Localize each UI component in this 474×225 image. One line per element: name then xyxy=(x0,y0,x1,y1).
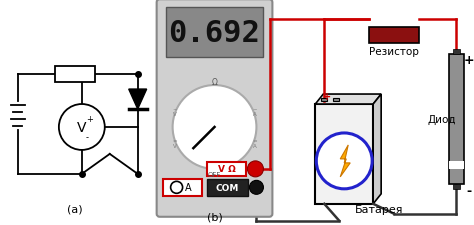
Bar xyxy=(453,184,460,189)
Text: OFF: OFF xyxy=(208,171,221,177)
Bar xyxy=(207,162,246,176)
Bar xyxy=(163,179,201,196)
Text: V: V xyxy=(77,120,87,134)
Polygon shape xyxy=(373,95,381,204)
Text: +: + xyxy=(464,53,474,66)
Circle shape xyxy=(171,182,182,194)
Text: V Ω: V Ω xyxy=(218,165,236,174)
Bar xyxy=(165,8,264,58)
Text: (a): (a) xyxy=(67,204,82,214)
Bar xyxy=(333,99,339,101)
Text: -: - xyxy=(85,133,88,142)
Circle shape xyxy=(173,86,256,169)
Text: +: + xyxy=(86,115,93,124)
Bar xyxy=(207,179,248,196)
Polygon shape xyxy=(340,145,350,177)
Polygon shape xyxy=(315,95,381,105)
Text: COM: COM xyxy=(216,183,239,192)
Polygon shape xyxy=(129,90,146,110)
Text: Батарея: Батарея xyxy=(355,204,403,214)
Bar xyxy=(315,105,373,204)
Text: Диод: Диод xyxy=(428,115,456,124)
Text: =
V: = V xyxy=(173,138,177,148)
Text: 0.692: 0.692 xyxy=(169,19,260,47)
Text: A: A xyxy=(185,182,192,192)
Text: +: + xyxy=(323,92,331,101)
Text: =
A: = A xyxy=(252,138,257,148)
Text: Ω: Ω xyxy=(211,77,218,86)
Bar xyxy=(449,161,464,169)
Circle shape xyxy=(59,105,105,150)
Text: ~
V: ~ V xyxy=(173,106,177,117)
Text: (b): (b) xyxy=(207,212,222,222)
Bar xyxy=(55,67,95,83)
Circle shape xyxy=(247,161,264,177)
Text: -: - xyxy=(466,184,472,198)
Circle shape xyxy=(249,180,264,194)
Bar xyxy=(369,28,419,44)
Bar xyxy=(321,99,327,101)
FancyBboxPatch shape xyxy=(156,0,273,217)
Circle shape xyxy=(316,133,372,189)
Text: ~
A: ~ A xyxy=(252,106,257,117)
Bar xyxy=(449,55,464,184)
Bar xyxy=(453,50,460,55)
Text: Резистор: Резистор xyxy=(369,47,419,57)
